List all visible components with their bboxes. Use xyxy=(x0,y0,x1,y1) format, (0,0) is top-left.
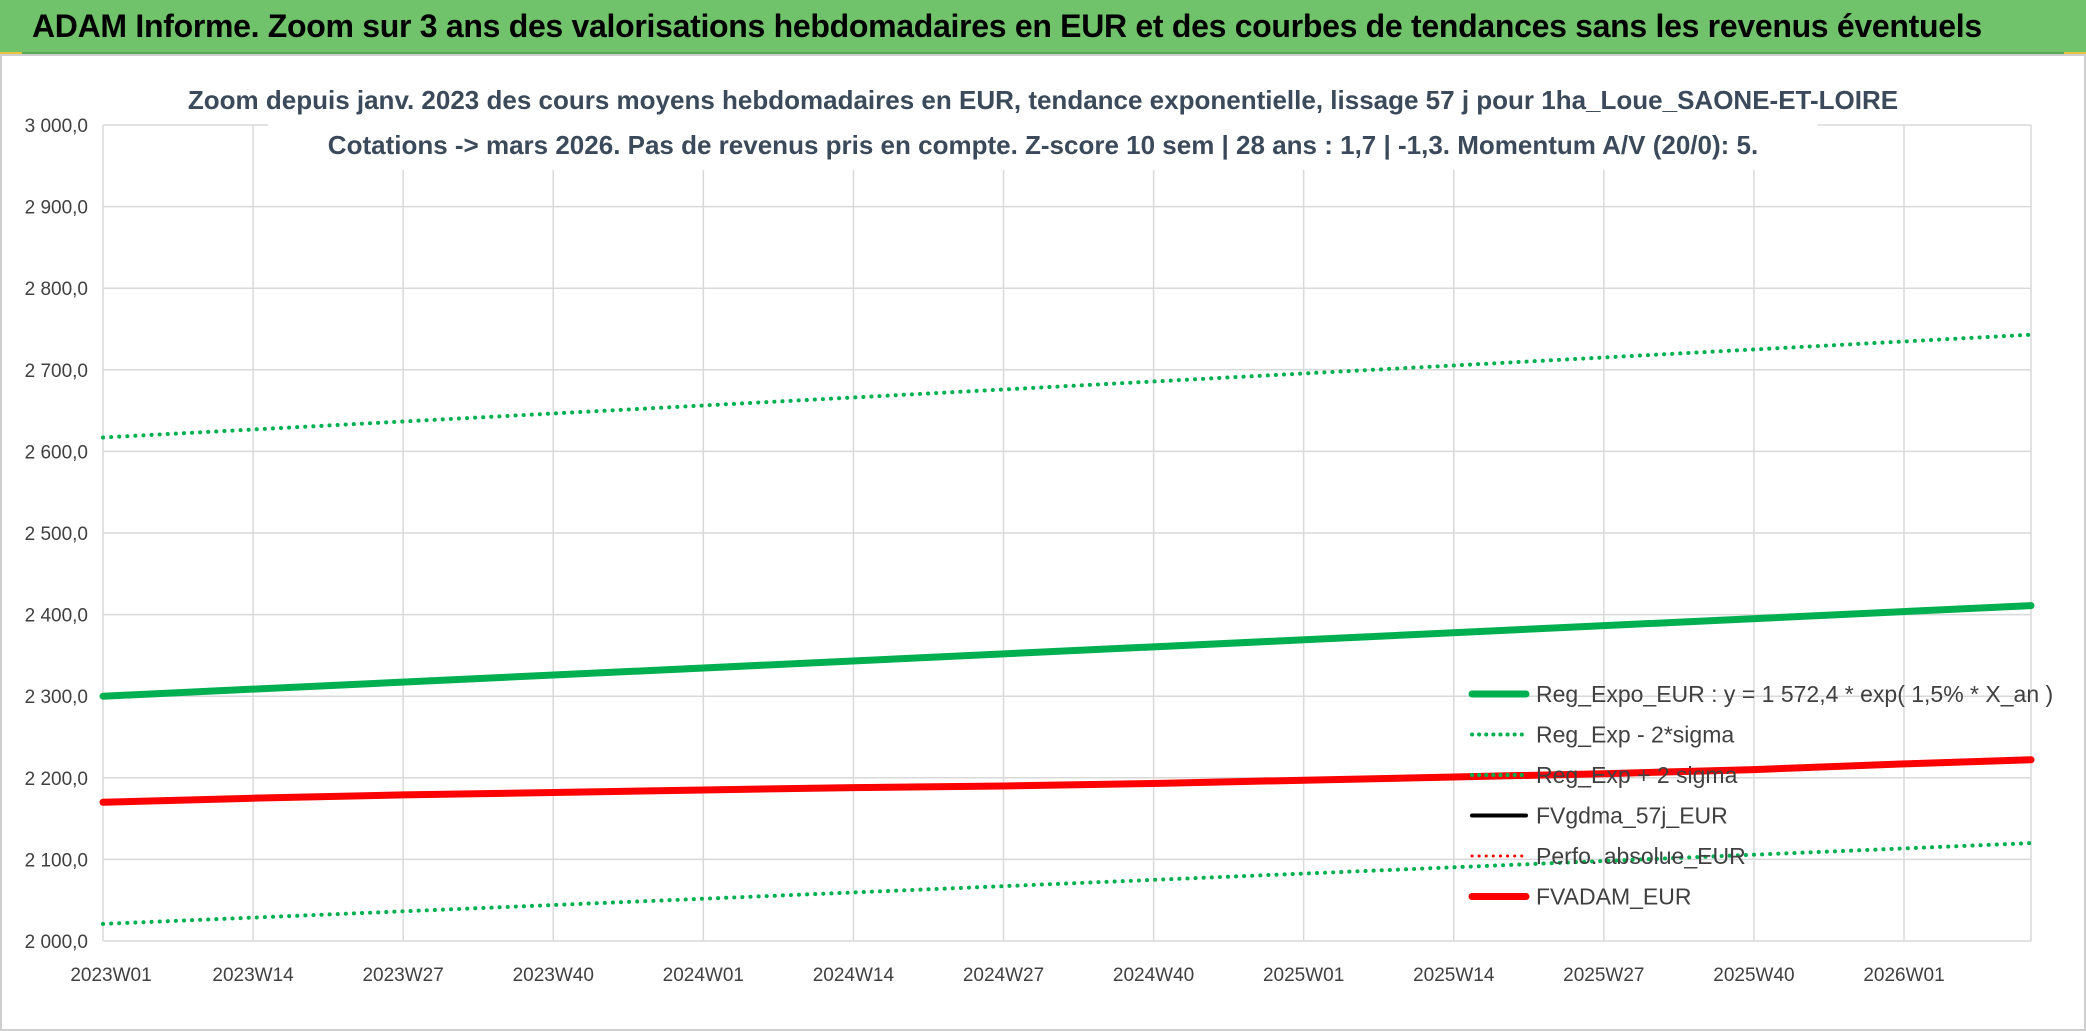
x-tick-label: 2025W01 xyxy=(1263,965,1344,986)
report-title: ADAM Informe. Zoom sur 3 ans des valoris… xyxy=(32,8,1982,44)
y-tick-label: 2 600,0 xyxy=(25,442,88,463)
x-axis-ticks: 2023W01 2023W14 2023W27 2023W40 2024W01 2024W… xyxy=(70,965,1944,986)
x-tick-label: 2025W40 xyxy=(1713,965,1794,986)
legend-label-1: Reg_Exp - 2*sigma xyxy=(1536,722,1734,748)
title-background xyxy=(268,78,1818,170)
y-tick-label: 2 000,0 xyxy=(25,932,88,953)
y-tick-label: 2 100,0 xyxy=(25,850,88,871)
x-tick-label: 2023W14 xyxy=(212,965,294,986)
series-line-0 xyxy=(99,602,2035,700)
x-tick-label: 2024W14 xyxy=(813,965,895,986)
grid-lines xyxy=(102,124,2032,942)
series-line-2 xyxy=(101,332,2033,440)
x-tick-label: 2023W27 xyxy=(362,965,443,986)
y-tick-label: 2 900,0 xyxy=(25,198,88,219)
series-line-5 xyxy=(99,756,2035,806)
y-tick-label: 3 000,0 xyxy=(25,116,88,137)
legend-label-2: Reg_Exp + 2 sigma xyxy=(1536,762,1738,788)
x-tick-label: 2025W14 xyxy=(1413,965,1495,986)
y-tick-label: 2 500,0 xyxy=(25,524,88,545)
x-tick-label: 2025W27 xyxy=(1563,965,1644,986)
legend: Reg_Expo_EUR : y = 1 572,4 * exp( 1,5% *… xyxy=(1468,681,2053,910)
chart-title-line-1: Zoom depuis janv. 2023 des cours moyens … xyxy=(188,85,1898,115)
y-tick-label: 2 700,0 xyxy=(25,361,88,382)
x-tick-label: 2024W01 xyxy=(663,965,744,986)
x-tick-label: 2024W27 xyxy=(963,965,1044,986)
chart-title-line-2: Cotations -> mars 2026. Pas de revenus p… xyxy=(328,130,1758,160)
series-line-1 xyxy=(101,841,2033,926)
legend-label-4: Perfo. absolue_EUR xyxy=(1536,843,1746,869)
y-tick-label: 2 300,0 xyxy=(25,687,88,708)
x-tick-label: 2024W40 xyxy=(1113,965,1194,986)
y-tick-label: 2 800,0 xyxy=(25,279,88,300)
y-tick-label: 2 200,0 xyxy=(25,769,88,790)
x-tick-label: 2023W40 xyxy=(513,965,594,986)
chart-frame xyxy=(0,54,2086,1031)
x-tick-label: 2026W01 xyxy=(1863,965,1944,986)
y-axis-ticks: 2 000,0 2 100,0 2 200,0 2 300,0 2 400,0 2 500… xyxy=(25,116,88,953)
legend-label-5: FVADAM_EUR xyxy=(1536,884,1692,910)
y-tick-label: 2 400,0 xyxy=(25,606,88,627)
x-tick-label: 2023W01 xyxy=(70,965,151,986)
report-banner: ADAM Informe. Zoom sur 3 ans des valoris… xyxy=(0,0,2086,54)
series-lines xyxy=(99,332,2035,926)
legend-label-0: Reg_Expo_EUR : y = 1 572,4 * exp( 1,5% *… xyxy=(1536,681,2053,707)
legend-label-3: FVgdma_57j_EUR xyxy=(1536,803,1728,829)
